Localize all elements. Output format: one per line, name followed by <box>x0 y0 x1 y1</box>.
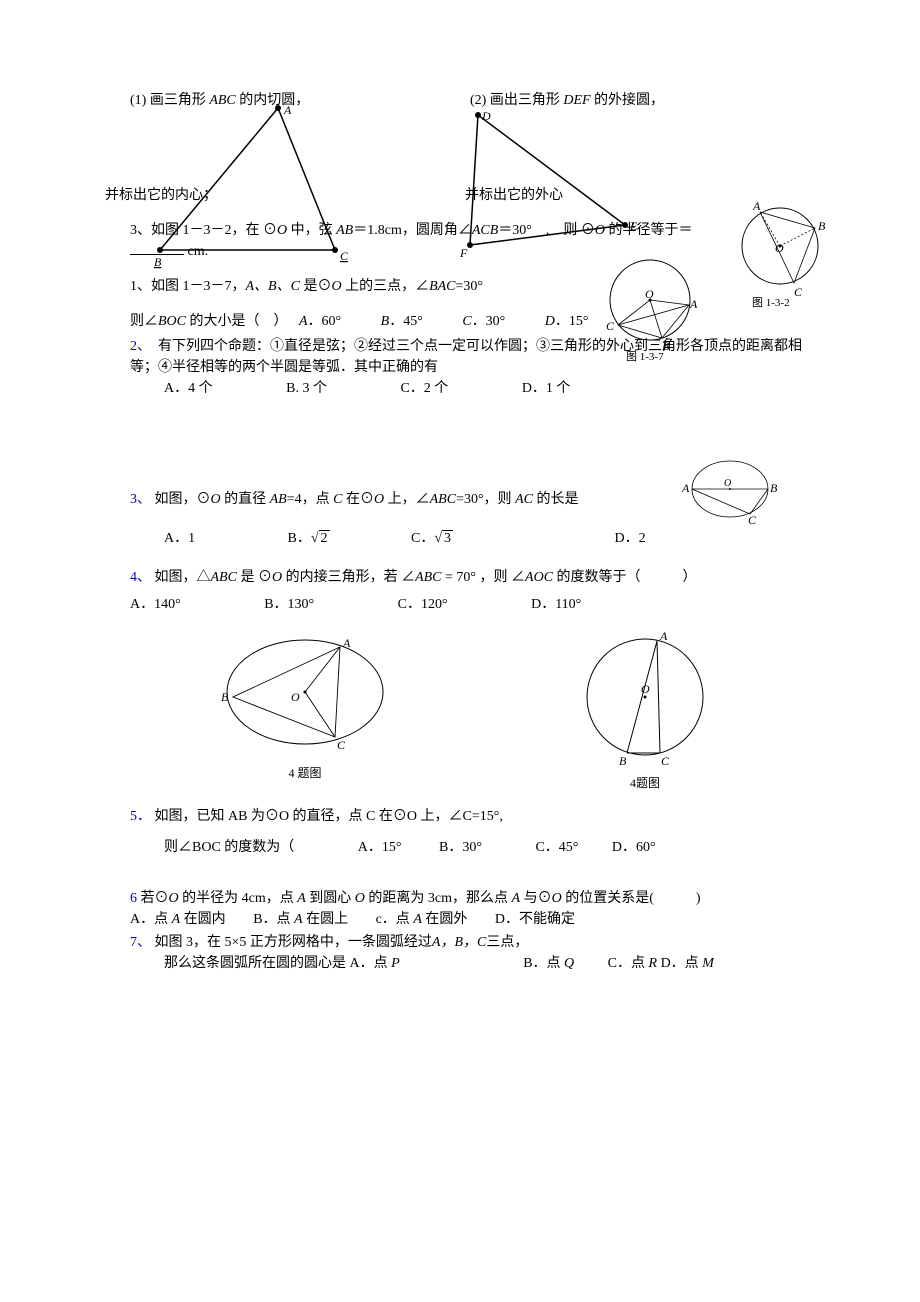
q2-opt-d[interactable]: D．1 个 <box>522 378 571 399</box>
svg-text:C: C <box>661 754 670 768</box>
triangle-abc: A B C <box>160 108 360 268</box>
svg-text:A: A <box>752 199 761 213</box>
fig-q4-right: A O B C <box>565 627 725 767</box>
q2-opt-a[interactable]: A．4 个 <box>164 378 213 399</box>
svg-text:B: B <box>619 754 627 768</box>
svg-text:A: A <box>659 629 668 643</box>
svg-text:B: B <box>221 690 229 704</box>
q6-opt-b[interactable]: B．点 A 在圆上 <box>253 912 348 927</box>
q7-number: 7、 <box>130 935 151 950</box>
q3b-opt-b[interactable]: B．2 <box>288 528 408 549</box>
q6-opt-a[interactable]: A．点 A 在圆内 <box>130 912 226 927</box>
q5-opt-a[interactable]: A．15° <box>358 840 402 855</box>
svg-text:O: O <box>641 682 650 696</box>
q3b-number: 3、 <box>130 492 151 507</box>
caption-left: 4 题图 <box>215 764 395 782</box>
svg-text:图 1-3-7: 图 1-3-7 <box>626 350 664 363</box>
q6-opt-d[interactable]: D．不能确定 <box>495 912 575 927</box>
q6: 6 若⊙O 的半径为 4cm，点 A 到圆心 O 的距离为 3cm，那么点 A … <box>130 888 810 930</box>
triangle-def: D F E <box>470 115 650 265</box>
q1-opt-a[interactable]: ．60° <box>308 314 342 329</box>
svg-text:A: A <box>681 481 690 495</box>
q4: 4、 如图，△ABC 是 ⊙O 的内接三角形，若 ∠ABC = 70° ，则 ∠… <box>130 567 810 615</box>
fig-1-3-2: O A B C 图 1-3-2 <box>730 200 840 310</box>
caption-right: 4题图 <box>565 774 725 792</box>
svg-text:B: B <box>818 219 826 233</box>
task-2-prompt: (2) 画出三角形 DEF 的外接圆， <box>470 90 810 111</box>
q3b-opt-a[interactable]: A．1 <box>164 528 284 549</box>
svg-text:O: O <box>291 690 300 704</box>
q4-number: 4、 <box>130 570 151 585</box>
q1-opt-d[interactable]: ．15° <box>555 314 589 329</box>
q3b-opt-d[interactable]: D．2 <box>615 531 646 546</box>
fig-q4-left: A B C O <box>215 627 395 757</box>
svg-text:C: C <box>794 285 803 299</box>
svg-text:C: C <box>606 319 615 333</box>
q6-number: 6 <box>130 891 137 906</box>
q5-opt-d[interactable]: D．60° <box>612 840 656 855</box>
svg-text:C: C <box>748 513 757 527</box>
svg-text:E: E <box>629 219 638 233</box>
q6-opt-c[interactable]: c．点 A 在圆外 <box>376 912 468 927</box>
q5-opt-c[interactable]: C．45° <box>535 840 578 855</box>
svg-text:A: A <box>342 636 351 650</box>
svg-text:D: D <box>481 109 491 123</box>
svg-text:B: B <box>154 255 162 269</box>
q7: 7、 如图 3，在 5×5 正方形网格中，一条圆弧经过A，B，C三点， 那么这条… <box>130 932 810 974</box>
svg-text:F: F <box>459 246 468 260</box>
q1-opt-c[interactable]: ．30° <box>472 314 506 329</box>
q2-opt-c[interactable]: C．2 个 <box>400 378 448 399</box>
svg-text:O: O <box>724 478 731 489</box>
fig-1-3-7: O A B C 图 1-3-7 <box>600 250 710 360</box>
q5: 5． 如图，已知 AB 为⊙O 的直径，点 C 在⊙O 上，∠C=15°, 则∠… <box>130 806 810 858</box>
q5-opt-b[interactable]: B．30° <box>439 840 482 855</box>
q4-figures: A B C O 4 题图 A O B C 4题图 <box>130 627 810 792</box>
q7-opt-c[interactable]: C．点 R <box>608 956 657 971</box>
q3b-opt-c[interactable]: C．3 <box>411 528 611 549</box>
task-1: (1) 画三角形 ABC 的内切圆， 并标出它的内心； A B C <box>130 90 470 290</box>
q2-opt-b[interactable]: B. 3 个 <box>286 378 327 399</box>
q2-number: 2、 <box>130 339 144 354</box>
q5-number: 5． <box>130 809 151 824</box>
svg-text:图 1-3-2: 图 1-3-2 <box>752 296 790 309</box>
q4-opt-b[interactable]: B．130° <box>264 594 314 615</box>
q4-opt-d[interactable]: D．110° <box>531 594 581 615</box>
svg-text:C: C <box>337 738 346 752</box>
svg-text:B: B <box>770 481 778 495</box>
q1-opt-b[interactable]: ．45° <box>389 314 423 329</box>
q7-opt-d[interactable]: D．点 M <box>661 956 714 971</box>
svg-text:A: A <box>689 297 698 311</box>
q4-opt-a[interactable]: A．140° <box>130 594 181 615</box>
q4-opt-c[interactable]: C．120° <box>398 594 448 615</box>
q7-opt-b[interactable]: B．点 Q <box>523 956 574 971</box>
fig-q3b: A O B C <box>680 454 790 524</box>
svg-text:C: C <box>340 249 349 263</box>
svg-text:A: A <box>283 103 292 117</box>
